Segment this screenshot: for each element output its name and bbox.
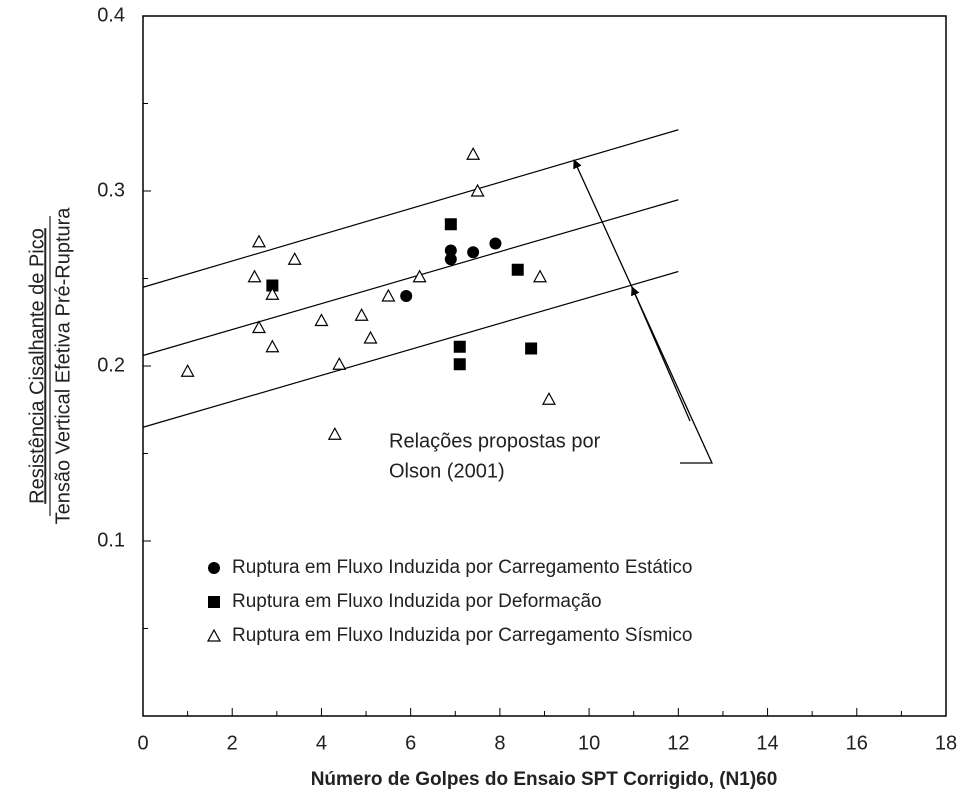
x-tick-label: 12 [667,732,689,754]
x-tick-label: 14 [756,732,778,754]
point [266,279,279,292]
point [453,358,466,371]
annotation: Olson (2001) [389,460,505,482]
point [400,290,413,302]
annotation-leader [573,159,714,464]
legend-label: Ruptura em Fluxo Induzida por Carregamen… [232,557,692,578]
x-tick-label: 2 [227,732,238,754]
x-axis-label: Número de Golpes do Ensaio SPT Corrigido… [311,769,778,790]
x-tick-label: 6 [405,732,416,754]
point [287,251,302,265]
point [332,356,347,370]
point [314,313,329,327]
point [265,286,280,300]
legend-label: Ruptura em Fluxo Induzida por Deformação [232,591,602,612]
point [466,146,481,160]
point [525,342,538,355]
point [363,330,378,344]
point [444,253,457,266]
y-label-denominator: Tensão Vertical Efetiva Pré-Ruptura [52,207,74,525]
y-axis-label: Resistência Cisalhante de Pico Tensão Ve… [26,207,74,525]
point [467,246,480,259]
y-tick-label: 0.1 [97,529,125,551]
legend-marker [208,596,220,608]
point [533,269,548,283]
annotation: Relações propostas por [389,430,601,452]
x-tick-label: 18 [935,732,957,754]
x-tick-label: 0 [137,732,148,754]
point [541,391,556,405]
point [180,363,195,377]
x-tick-label: 8 [494,732,505,754]
point [381,288,396,302]
y-tick-label: 0.3 [97,179,125,201]
point [327,426,342,440]
x-tick-label: 4 [316,732,327,754]
point [247,269,262,283]
x-tick-label: 10 [578,732,600,754]
point [470,183,485,197]
point [354,307,369,321]
y-tick-label: 0.2 [97,354,125,376]
relation-line [142,129,679,288]
point [251,320,266,334]
point [251,234,266,248]
relation-line [142,199,679,357]
annotation-arrow [631,286,691,422]
point [412,269,427,283]
relation-line [142,270,679,428]
legend-marker [206,628,222,642]
x-tick-label: 16 [846,732,868,754]
y-tick-label: 0.4 [97,4,125,26]
point [489,237,502,250]
point [265,339,280,353]
point [444,244,457,257]
point [444,218,457,231]
y-label-numerator: Resistência Cisalhante de Pico [26,228,48,504]
legend-marker [208,562,220,574]
legend-label: Ruptura em Fluxo Induzida por Carregamen… [232,625,692,646]
point [511,263,524,276]
point [453,340,466,353]
